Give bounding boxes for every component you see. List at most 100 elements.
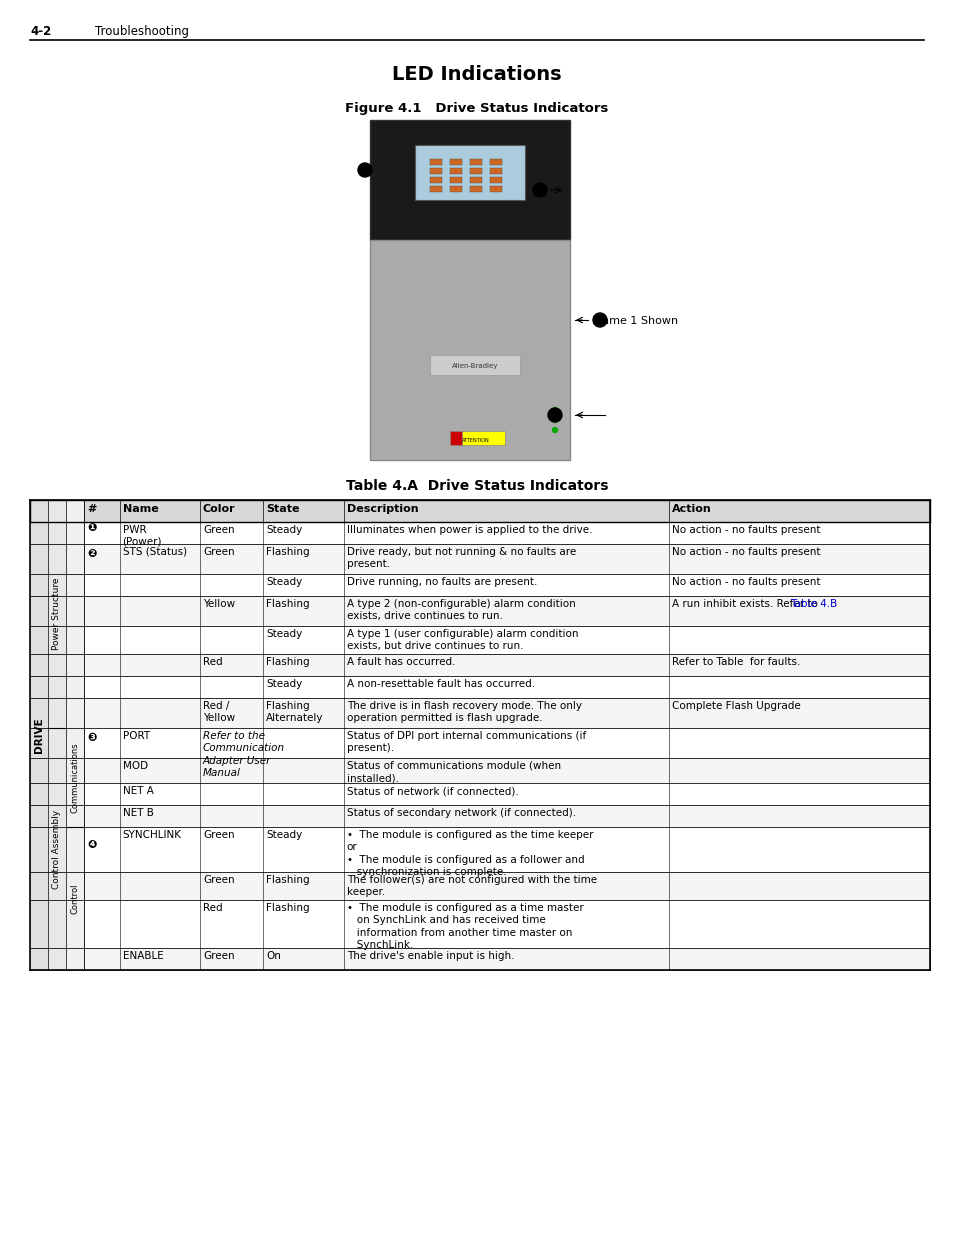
Bar bbox=[450, 431, 504, 445]
Text: DRIVE: DRIVE bbox=[34, 718, 44, 753]
Text: No action - no faults present: No action - no faults present bbox=[672, 525, 821, 535]
Text: Red /
Yellow: Red / Yellow bbox=[203, 701, 234, 722]
Bar bbox=[370, 240, 569, 459]
Bar bbox=[84, 827, 929, 872]
Text: Color: Color bbox=[203, 504, 235, 514]
Text: #: # bbox=[87, 504, 96, 514]
Text: Yellow: Yellow bbox=[203, 599, 234, 609]
Text: Flashing: Flashing bbox=[266, 903, 310, 913]
Bar bbox=[490, 177, 501, 183]
Text: Red: Red bbox=[203, 903, 222, 913]
Bar bbox=[84, 543, 929, 574]
Bar bbox=[84, 698, 929, 727]
Bar bbox=[470, 159, 481, 165]
Bar bbox=[66, 500, 84, 727]
Text: Frame 1 Shown: Frame 1 Shown bbox=[592, 316, 678, 326]
Text: ❸: ❸ bbox=[87, 734, 96, 743]
Bar bbox=[470, 177, 481, 183]
Text: Green: Green bbox=[203, 830, 234, 840]
Bar bbox=[450, 186, 461, 191]
Text: Table 4.B: Table 4.B bbox=[789, 599, 837, 609]
Text: LED Indications: LED Indications bbox=[392, 65, 561, 84]
Text: Figure 4.1   Drive Status Indicators: Figure 4.1 Drive Status Indicators bbox=[345, 103, 608, 115]
Text: Control Assembly: Control Assembly bbox=[52, 809, 61, 888]
Bar bbox=[66, 827, 84, 969]
Text: Description: Description bbox=[346, 504, 418, 514]
Text: Status of DPI port internal communications (if
present).: Status of DPI port internal communicatio… bbox=[346, 731, 585, 753]
Bar bbox=[490, 168, 501, 174]
Text: The follower(s) are not configured with the time
keeper.: The follower(s) are not configured with … bbox=[346, 876, 597, 898]
Text: State: State bbox=[266, 504, 299, 514]
Text: Green: Green bbox=[203, 525, 234, 535]
Text: Illuminates when power is applied to the drive.: Illuminates when power is applied to the… bbox=[346, 525, 592, 535]
Bar bbox=[370, 120, 569, 240]
Text: ❶: ❶ bbox=[87, 522, 96, 534]
Circle shape bbox=[552, 408, 557, 412]
Text: Steady: Steady bbox=[266, 577, 302, 587]
Text: Status of communications module (when
installed).: Status of communications module (when in… bbox=[346, 761, 560, 783]
Text: NET A: NET A bbox=[122, 785, 153, 797]
Text: Green: Green bbox=[203, 547, 234, 557]
Text: 3: 3 bbox=[597, 315, 602, 325]
Bar bbox=[450, 159, 461, 165]
Text: A fault has occurred.: A fault has occurred. bbox=[346, 657, 455, 667]
Text: ❷: ❷ bbox=[87, 550, 96, 559]
Text: Control: Control bbox=[71, 883, 79, 914]
Bar bbox=[470, 186, 481, 191]
Text: SYNCHLINK: SYNCHLINK bbox=[122, 830, 181, 840]
Text: 4: 4 bbox=[552, 410, 558, 420]
Text: ENABLE: ENABLE bbox=[122, 951, 163, 961]
Bar bbox=[450, 168, 461, 174]
Text: ATTENTION: ATTENTION bbox=[461, 438, 489, 443]
Text: ❹: ❹ bbox=[87, 840, 96, 850]
Bar bbox=[84, 655, 929, 676]
Bar bbox=[66, 727, 84, 827]
Text: Steady: Steady bbox=[266, 830, 302, 840]
Circle shape bbox=[552, 427, 557, 432]
Bar bbox=[30, 500, 929, 522]
Text: Flashing: Flashing bbox=[266, 599, 310, 609]
Bar bbox=[48, 727, 66, 969]
Text: Steady: Steady bbox=[266, 629, 302, 638]
Text: Refer to Table  for faults.: Refer to Table for faults. bbox=[672, 657, 800, 667]
Text: Power Structure: Power Structure bbox=[52, 578, 61, 651]
Text: Allen-Bradley: Allen-Bradley bbox=[452, 363, 497, 369]
Bar bbox=[84, 805, 929, 827]
Text: Flashing: Flashing bbox=[266, 657, 310, 667]
Text: Complete Flash Upgrade: Complete Flash Upgrade bbox=[672, 701, 801, 711]
Text: No action - no faults present: No action - no faults present bbox=[672, 577, 821, 587]
Text: Steady: Steady bbox=[266, 679, 302, 689]
Text: PWR
(Power): PWR (Power) bbox=[122, 525, 162, 547]
Circle shape bbox=[357, 163, 372, 177]
Text: Status of network (if connected).: Status of network (if connected). bbox=[346, 785, 517, 797]
Text: Action: Action bbox=[672, 504, 712, 514]
Bar bbox=[84, 948, 929, 969]
Text: NET B: NET B bbox=[122, 808, 153, 818]
Text: 2: 2 bbox=[537, 185, 542, 194]
Bar bbox=[84, 626, 929, 655]
Text: Drive running, no faults are present.: Drive running, no faults are present. bbox=[346, 577, 537, 587]
Bar bbox=[430, 159, 441, 165]
Text: 4-2: 4-2 bbox=[30, 25, 51, 38]
Text: On: On bbox=[266, 951, 281, 961]
Bar bbox=[84, 597, 929, 626]
Bar bbox=[450, 177, 461, 183]
Bar bbox=[84, 783, 929, 805]
Text: Green: Green bbox=[203, 876, 234, 885]
Text: A non-resettable fault has occurred.: A non-resettable fault has occurred. bbox=[346, 679, 535, 689]
Text: Flashing: Flashing bbox=[266, 876, 310, 885]
Text: The drive's enable input is high.: The drive's enable input is high. bbox=[346, 951, 514, 961]
Text: Flashing: Flashing bbox=[266, 547, 310, 557]
Text: Red: Red bbox=[203, 657, 222, 667]
Bar bbox=[84, 676, 929, 698]
Text: Table 4.A  Drive Status Indicators: Table 4.A Drive Status Indicators bbox=[345, 479, 608, 493]
Bar bbox=[84, 574, 929, 597]
Circle shape bbox=[533, 183, 546, 198]
Text: Communications: Communications bbox=[71, 742, 79, 813]
Text: The drive is in flash recovery mode. The only
operation permitted is flash upgra: The drive is in flash recovery mode. The… bbox=[346, 701, 581, 724]
Text: No action - no faults present: No action - no faults present bbox=[672, 547, 821, 557]
Bar bbox=[30, 500, 48, 969]
Bar bbox=[430, 186, 441, 191]
Bar bbox=[48, 500, 66, 727]
Bar bbox=[84, 727, 929, 758]
